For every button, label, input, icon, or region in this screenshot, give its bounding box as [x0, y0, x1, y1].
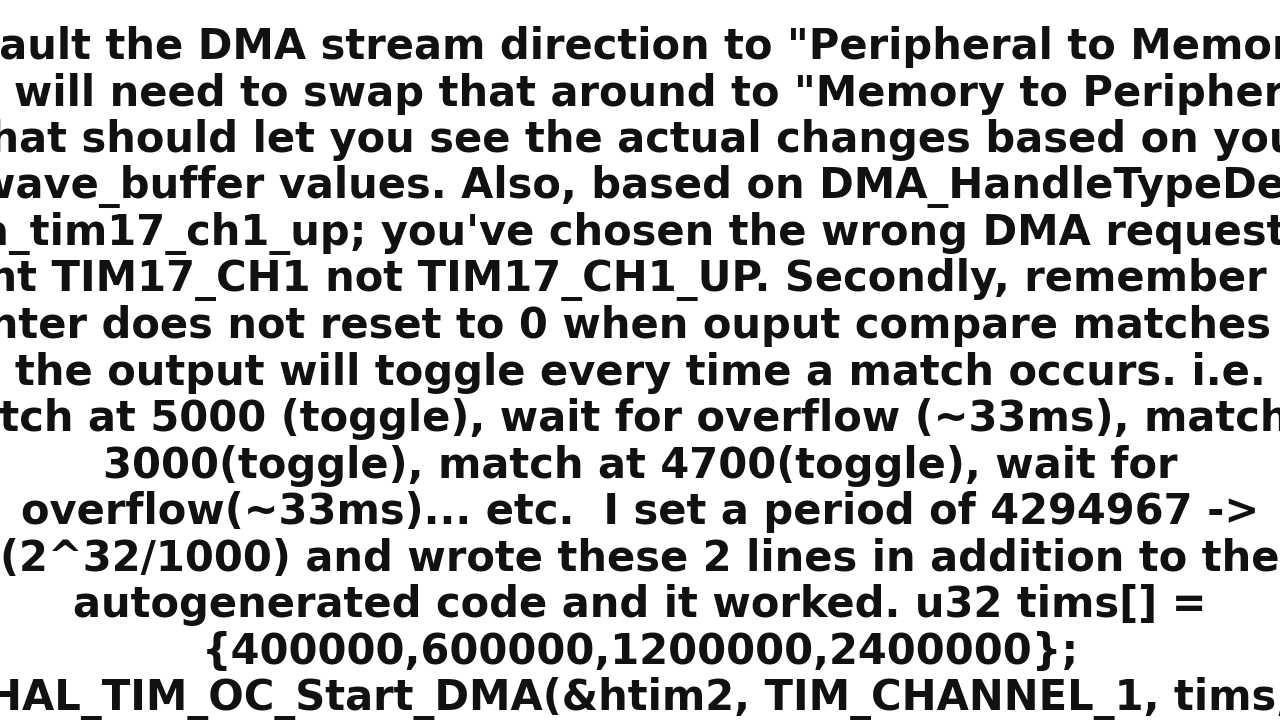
Text: default the DMA stream direction to "Peripheral to Memory".: default the DMA stream direction to "Per…	[0, 26, 1280, 68]
Text: wave_buffer values. Also, based on DMA_HandleTypeDef: wave_buffer values. Also, based on DMA_H…	[0, 166, 1280, 208]
Text: You will need to swap that around to "Memory to Peripheral".: You will need to swap that around to "Me…	[0, 73, 1280, 114]
Text: 3000(toggle), match at 4700(toggle), wait for: 3000(toggle), match at 4700(toggle), wai…	[102, 445, 1178, 487]
Text: want TIM17_CH1 not TIM17_CH1_UP. Secondly, remember the: want TIM17_CH1 not TIM17_CH1_UP. Secondl…	[0, 258, 1280, 301]
Text: autogenerated code and it worked. u32 tims[] =: autogenerated code and it worked. u32 ti…	[73, 584, 1207, 626]
Text: hdma_tim17_ch1_up; you've chosen the wrong DMA request. You: hdma_tim17_ch1_up; you've chosen the wro…	[0, 212, 1280, 255]
Text: overflow(~33ms)... etc.  I set a period of 4294967 ->: overflow(~33ms)... etc. I set a period o…	[20, 491, 1260, 534]
Text: {400000,600000,1200000,2400000};: {400000,600000,1200000,2400000};	[201, 631, 1079, 672]
Text: That should let you see the actual changes based on your: That should let you see the actual chang…	[0, 120, 1280, 161]
Text: counter does not reset to 0 when ouput compare matches and: counter does not reset to 0 when ouput c…	[0, 305, 1280, 347]
Text: match at 5000 (toggle), wait for overflow (~33ms), match at: match at 5000 (toggle), wait for overflo…	[0, 398, 1280, 440]
Text: HAL_TIM_OC_Start_DMA(&htim2, TIM_CHANNEL_1, tims,: HAL_TIM_OC_Start_DMA(&htim2, TIM_CHANNEL…	[0, 677, 1280, 720]
Text: (2^32/1000) and wrote these 2 lines in addition to the: (2^32/1000) and wrote these 2 lines in a…	[0, 538, 1280, 580]
Text: the output will toggle every time a match occurs. i.e.: the output will toggle every time a matc…	[14, 352, 1266, 394]
